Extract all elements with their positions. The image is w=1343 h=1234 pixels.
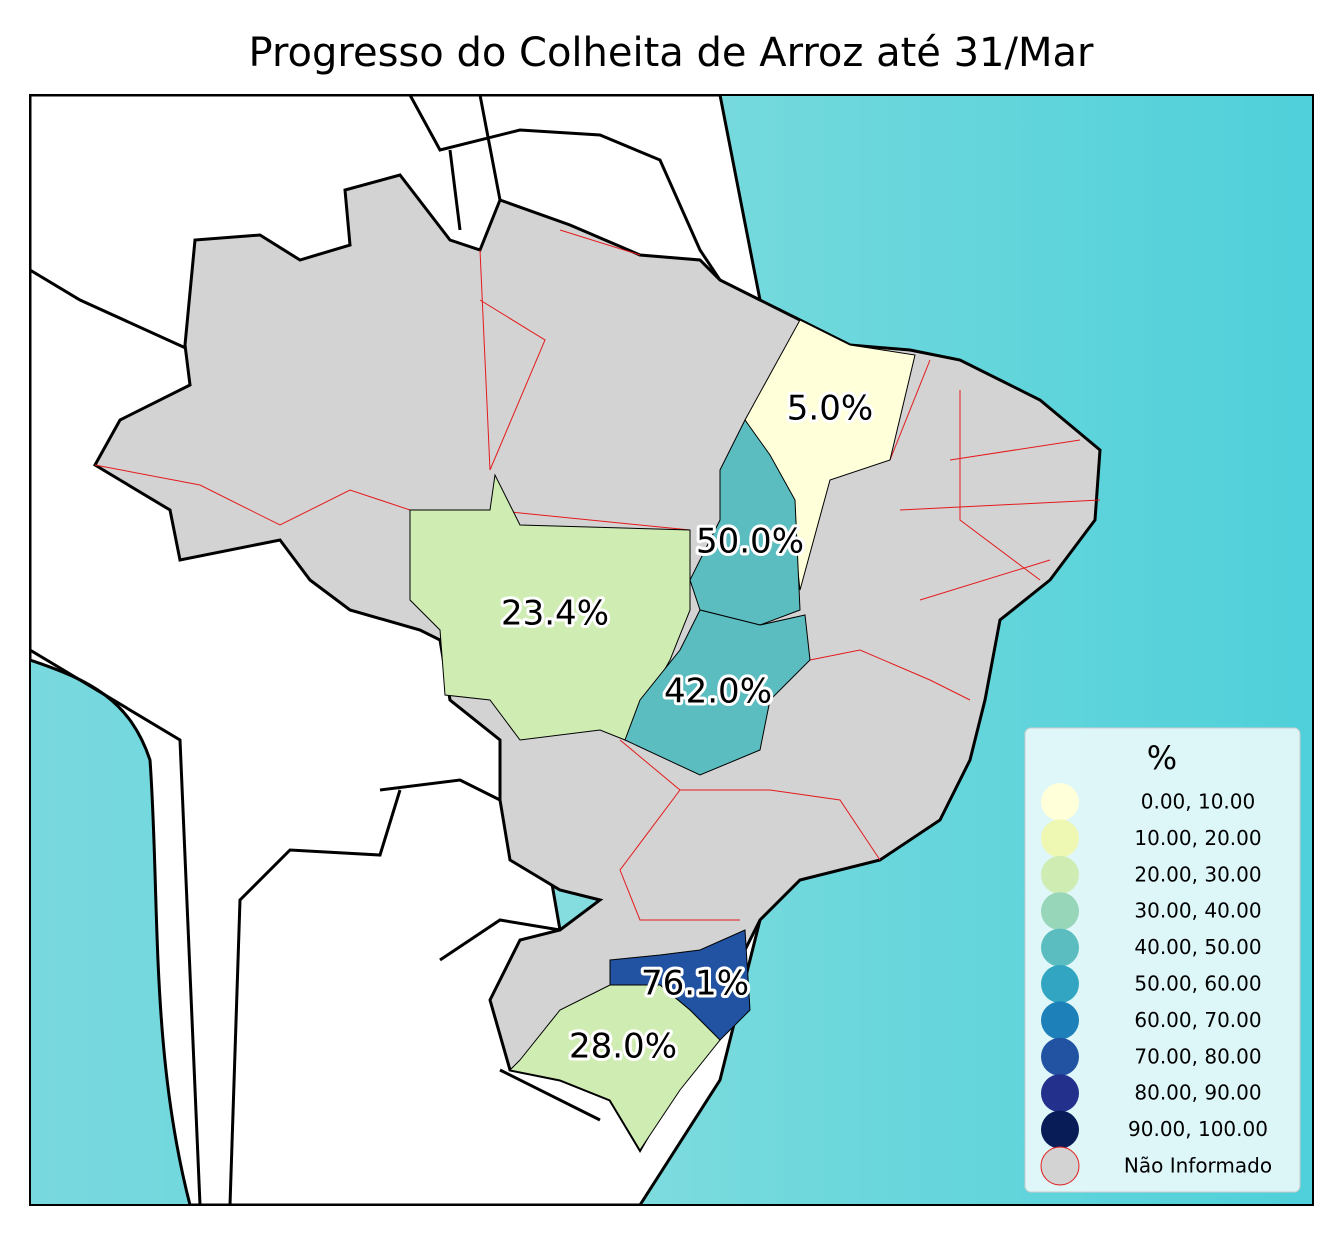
legend-label: 70.00, 80.00 <box>1134 1044 1261 1068</box>
state <box>508 984 721 1151</box>
legend-swatch <box>1041 1074 1079 1113</box>
legend-label: Não Informado <box>1124 1154 1272 1178</box>
legend-swatch <box>1041 1001 1079 1040</box>
legend-swatch <box>1041 783 1079 821</box>
legend-swatch <box>1040 1146 1080 1186</box>
title: Progresso do Colheita de Arroz até 31/Ma… <box>249 30 1094 76</box>
legend-box <box>1024 727 1301 1193</box>
state-label: 23.4% <box>501 594 609 634</box>
legend-label: 10.00, 20.00 <box>1134 826 1261 850</box>
legend-swatch <box>1041 928 1079 967</box>
state-borders <box>94 229 1101 921</box>
legend-title: % <box>1147 739 1177 777</box>
state <box>689 419 801 626</box>
legend-swatch <box>1041 1037 1079 1076</box>
state-label: 50.0% <box>696 522 804 562</box>
legend-label: 40.00, 50.00 <box>1134 935 1261 959</box>
state <box>624 609 811 776</box>
legend-label: 20.00, 30.00 <box>1134 862 1261 886</box>
legend-label: 80.00, 90.00 <box>1134 1081 1261 1105</box>
legend-swatch <box>1041 965 1079 1003</box>
legend-label: 60.00, 70.00 <box>1134 1008 1261 1032</box>
state-label: 28.0% <box>569 1027 677 1067</box>
state-label: 42.0% <box>664 672 772 712</box>
legend-swatch <box>1041 1110 1079 1149</box>
legend-swatch <box>1041 892 1079 931</box>
pacific <box>30 660 190 1205</box>
legend-label: 50.00, 60.00 <box>1134 972 1261 996</box>
legend-swatch <box>1041 855 1079 894</box>
map-area: 5.0% 50.0% 23.4% 42.0% 76.1% 28.0% <box>30 95 1313 1205</box>
legend-label: 90.00, 100.00 <box>1128 1117 1268 1141</box>
frame <box>29 94 1314 1206</box>
legend-label: 30.00, 40.00 <box>1134 899 1261 923</box>
state-label: 76.1% <box>641 964 749 1004</box>
legend-label: 0.00, 10.00 <box>1141 790 1256 814</box>
country-borders <box>30 95 723 1205</box>
state-label: 5.0% <box>787 389 873 429</box>
legend-swatch <box>1041 819 1079 858</box>
